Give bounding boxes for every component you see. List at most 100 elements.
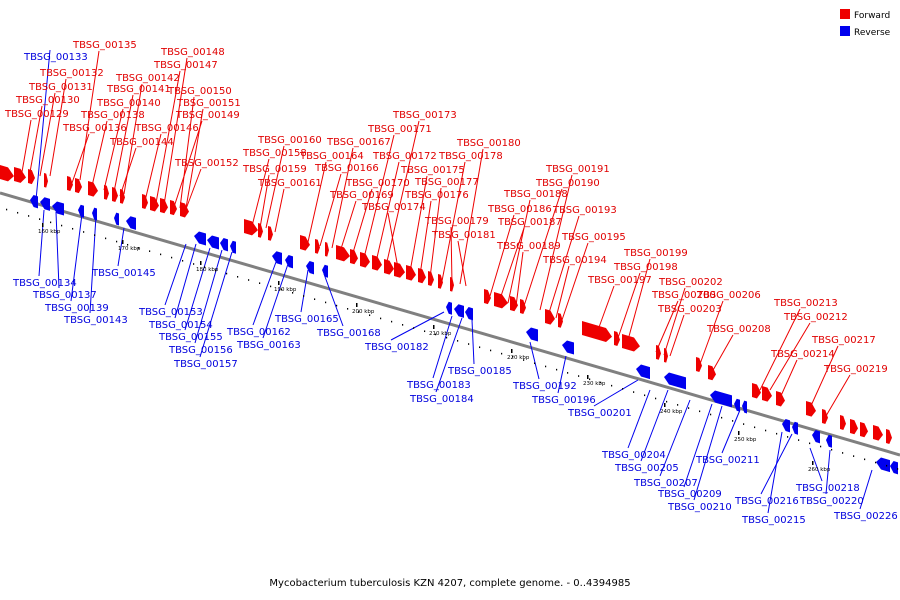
- forward-gene-arrow[interactable]: [325, 242, 329, 257]
- reverse-gene-arrow[interactable]: [272, 251, 282, 265]
- forward-gene-label[interactable]: TBSG_00213: [773, 298, 838, 309]
- forward-gene-label[interactable]: TBSG_00166: [314, 163, 379, 174]
- forward-gene-label[interactable]: TBSG_00181: [431, 230, 496, 241]
- forward-gene-label[interactable]: TBSG_00212: [783, 312, 848, 323]
- forward-gene-label[interactable]: TBSG_00138: [80, 110, 145, 121]
- forward-gene-arrow[interactable]: [372, 255, 382, 271]
- forward-gene-arrow[interactable]: [752, 383, 761, 399]
- forward-gene-arrow[interactable]: [360, 252, 370, 268]
- reverse-gene-label[interactable]: TBSG_00154: [148, 320, 213, 331]
- reverse-gene-label[interactable]: TBSG_00220: [799, 496, 864, 507]
- forward-gene-arrow[interactable]: [776, 391, 785, 407]
- forward-gene-label[interactable]: TBSG_00131: [28, 82, 93, 93]
- reverse-gene-label[interactable]: TBSG_00134: [12, 278, 77, 289]
- forward-gene-label[interactable]: TBSG_00161: [257, 178, 322, 189]
- forward-gene-arrow[interactable]: [545, 309, 555, 325]
- forward-gene-label[interactable]: TBSG_00159: [242, 164, 307, 175]
- reverse-gene-arrow[interactable]: [306, 261, 314, 275]
- reverse-gene-label[interactable]: TBSG_00145: [91, 268, 156, 279]
- forward-gene-arrow[interactable]: [150, 196, 159, 212]
- reverse-gene-label[interactable]: TBSG_00185: [447, 366, 512, 377]
- forward-gene-arrow[interactable]: [696, 357, 702, 372]
- forward-gene-arrow[interactable]: [336, 245, 350, 262]
- forward-gene-label[interactable]: TBSG_00193: [552, 205, 617, 216]
- reverse-gene-arrow[interactable]: [812, 430, 820, 444]
- forward-gene-arrow[interactable]: [762, 386, 772, 402]
- forward-gene-label[interactable]: TBSG_00158: [242, 148, 307, 159]
- forward-gene-label[interactable]: TBSG_00191: [545, 164, 610, 175]
- forward-gene-label[interactable]: TBSG_00164: [299, 151, 364, 162]
- forward-gene-arrow[interactable]: [886, 429, 892, 444]
- forward-gene-arrow[interactable]: [112, 187, 118, 202]
- forward-gene-arrow[interactable]: [708, 365, 716, 381]
- forward-gene-arrow[interactable]: [484, 289, 491, 305]
- forward-gene-arrow[interactable]: [860, 422, 868, 438]
- forward-gene-label[interactable]: TBSG_00132: [39, 68, 104, 79]
- forward-gene-arrow[interactable]: [315, 239, 320, 254]
- reverse-gene-arrow[interactable]: [734, 398, 740, 412]
- forward-gene-arrow[interactable]: [840, 415, 846, 430]
- forward-gene-arrow[interactable]: [170, 200, 177, 216]
- forward-gene-arrow[interactable]: [438, 274, 443, 289]
- reverse-gene-arrow[interactable]: [664, 372, 686, 390]
- reverse-gene-arrow[interactable]: [562, 340, 574, 355]
- forward-gene-label[interactable]: TBSG_00179: [424, 216, 489, 227]
- forward-gene-arrow[interactable]: [28, 169, 35, 185]
- forward-gene-label[interactable]: TBSG_00147: [153, 60, 218, 71]
- forward-gene-label[interactable]: TBSG_00194: [542, 255, 607, 266]
- reverse-gene-label[interactable]: TBSG_00163: [236, 340, 301, 351]
- forward-gene-label[interactable]: TBSG_00152: [174, 158, 239, 169]
- reverse-gene-label[interactable]: TBSG_00210: [667, 502, 732, 513]
- reverse-gene-label[interactable]: TBSG_00226: [833, 511, 898, 522]
- forward-gene-arrow[interactable]: [180, 202, 189, 218]
- forward-gene-label[interactable]: TBSG_00174: [361, 202, 426, 213]
- forward-gene-label[interactable]: TBSG_00146: [134, 123, 199, 134]
- forward-gene-arrow[interactable]: [428, 271, 434, 286]
- reverse-gene-label[interactable]: TBSG_00184: [409, 394, 474, 405]
- reverse-gene-arrow[interactable]: [285, 255, 293, 269]
- forward-gene-arrow[interactable]: [67, 176, 73, 191]
- forward-gene-label[interactable]: TBSG_00141: [106, 84, 171, 95]
- reverse-gene-label[interactable]: TBSG_00143: [63, 315, 128, 326]
- forward-gene-arrow[interactable]: [494, 292, 508, 309]
- forward-gene-label[interactable]: TBSG_00151: [176, 98, 241, 109]
- forward-gene-arrow[interactable]: [0, 165, 14, 182]
- forward-gene-label[interactable]: TBSG_00130: [15, 95, 80, 106]
- forward-gene-label[interactable]: TBSG_00187: [497, 217, 562, 228]
- reverse-gene-label[interactable]: TBSG_00155: [158, 332, 223, 343]
- forward-gene-label[interactable]: TBSG_00203: [657, 304, 722, 315]
- forward-gene-arrow[interactable]: [88, 181, 98, 197]
- forward-gene-arrow[interactable]: [873, 425, 883, 441]
- forward-gene-label[interactable]: TBSG_00170: [345, 178, 410, 189]
- forward-gene-label[interactable]: TBSG_00188: [503, 189, 568, 200]
- forward-gene-label[interactable]: TBSG_00142: [115, 73, 180, 84]
- reverse-gene-arrow[interactable]: [322, 264, 328, 278]
- reverse-gene-label[interactable]: TBSG_00216: [734, 496, 799, 507]
- reverse-gene-label[interactable]: TBSG_00205: [614, 463, 679, 474]
- forward-gene-arrow[interactable]: [142, 194, 148, 209]
- reverse-gene-label[interactable]: TBSG_00162: [226, 327, 291, 338]
- forward-gene-arrow[interactable]: [160, 198, 168, 214]
- forward-gene-label[interactable]: TBSG_00197: [587, 275, 652, 286]
- forward-gene-label[interactable]: TBSG_00169: [329, 190, 394, 201]
- forward-gene-label[interactable]: TBSG_00129: [4, 109, 69, 120]
- forward-gene-label[interactable]: TBSG_00150: [167, 86, 232, 97]
- reverse-gene-arrow[interactable]: [207, 235, 219, 250]
- forward-gene-arrow[interactable]: [104, 185, 109, 200]
- forward-gene-arrow[interactable]: [614, 331, 620, 346]
- reverse-gene-arrow[interactable]: [710, 390, 732, 408]
- forward-gene-label[interactable]: TBSG_00214: [770, 349, 835, 360]
- forward-gene-arrow[interactable]: [558, 313, 563, 328]
- reverse-gene-label[interactable]: TBSG_00192: [512, 381, 577, 392]
- reverse-gene-label[interactable]: TBSG_00209: [657, 489, 722, 500]
- forward-gene-arrow[interactable]: [75, 178, 82, 194]
- reverse-gene-arrow[interactable]: [890, 461, 898, 475]
- forward-gene-arrow[interactable]: [450, 277, 454, 292]
- reverse-gene-arrow[interactable]: [792, 421, 798, 435]
- reverse-gene-arrow[interactable]: [465, 307, 473, 321]
- forward-gene-label[interactable]: TBSG_00199: [623, 248, 688, 259]
- forward-gene-arrow[interactable]: [244, 219, 258, 236]
- forward-gene-arrow[interactable]: [622, 334, 640, 352]
- reverse-gene-label[interactable]: TBSG_00168: [316, 328, 381, 339]
- forward-gene-label[interactable]: TBSG_00172: [372, 151, 437, 162]
